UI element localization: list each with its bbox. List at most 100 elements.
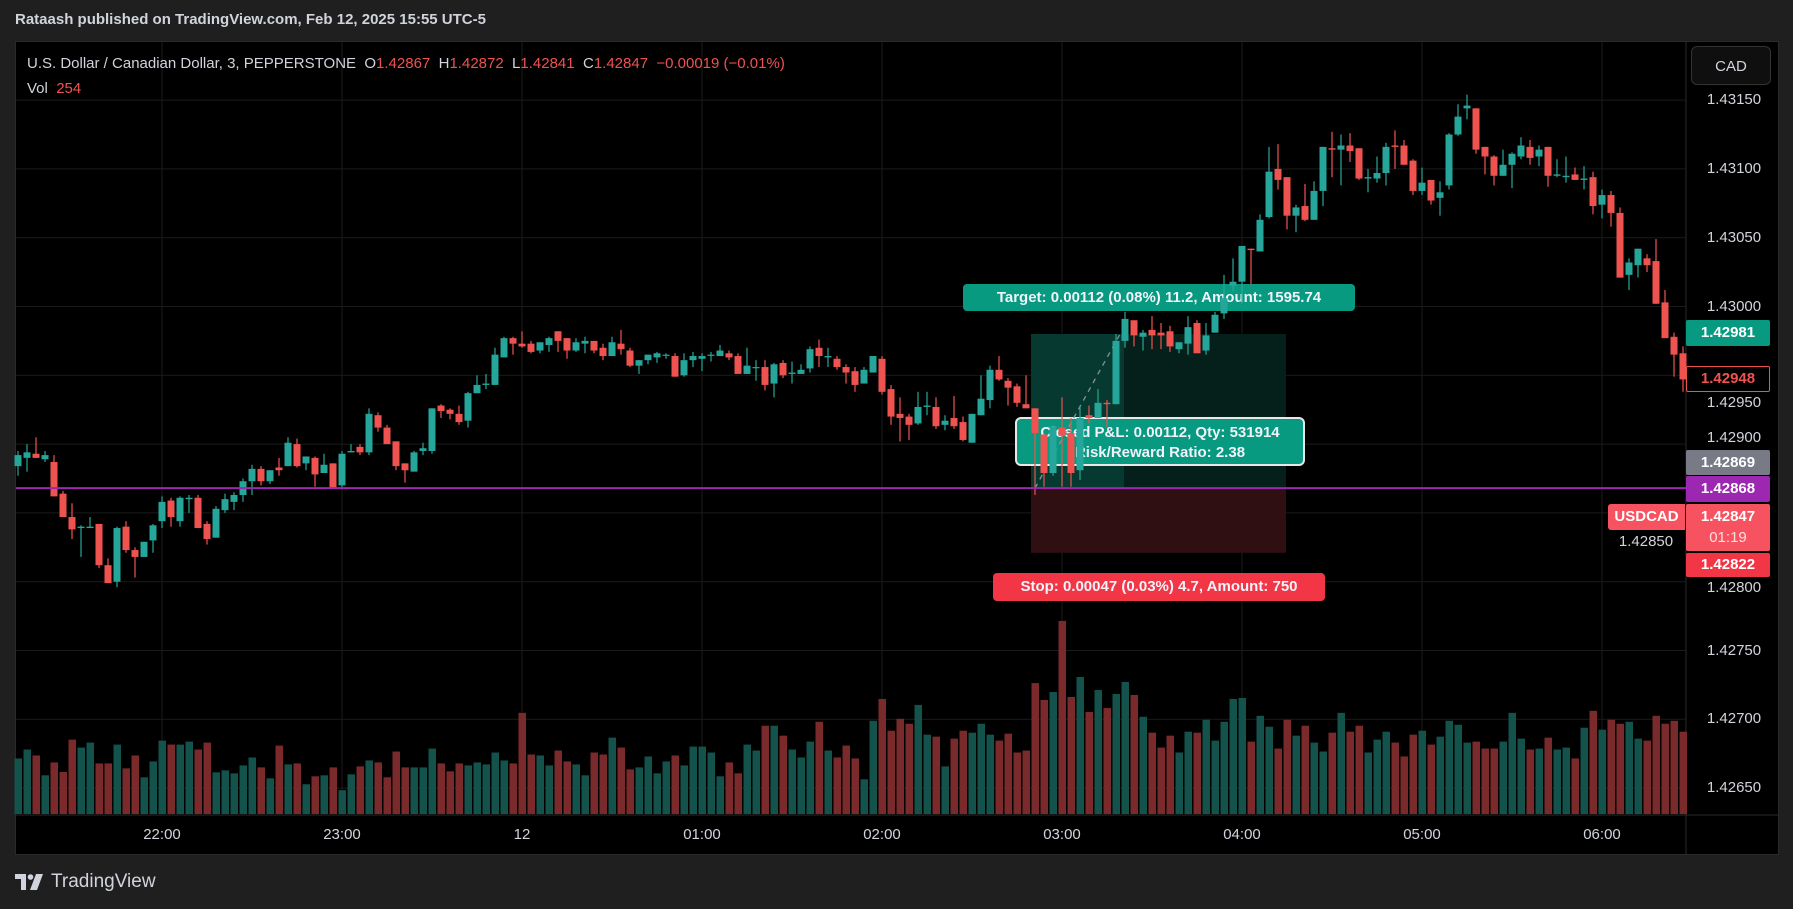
volume-bar — [905, 723, 913, 814]
volume-bar — [176, 744, 184, 814]
volume-bar — [1292, 735, 1300, 814]
volume-bar — [689, 746, 697, 814]
target-label[interactable]: Target: 0.00112 (0.08%) 11.2, Amount: 15… — [963, 284, 1355, 311]
volume-bar — [1517, 738, 1525, 814]
volume-bar — [257, 767, 265, 814]
volume-bar — [1346, 731, 1354, 814]
volume-bar — [491, 752, 499, 814]
stop-label[interactable]: Stop: 0.00047 (0.03%) 4.7, Amount: 750 — [993, 573, 1325, 601]
volume-bar — [149, 761, 157, 814]
publish-line: Rataash published on TradingView.com, Fe… — [15, 11, 486, 28]
high-label: H — [438, 55, 450, 72]
volume-bar — [1004, 733, 1012, 814]
volume-bar — [1463, 742, 1471, 814]
current-price-label: 1.42847 01:19 — [1686, 504, 1770, 551]
volume-bar — [1166, 735, 1174, 814]
volume-bar — [1040, 699, 1048, 814]
pnl-text: Closed P&L: 0.00112, Qty: 531914 — [1040, 424, 1280, 441]
volume-bar — [1031, 683, 1039, 814]
symbol-legend[interactable]: U.S. Dollar / Canadian Dollar, 3, PEPPER… — [27, 55, 785, 72]
volume-bar — [653, 773, 661, 814]
volume-bar — [509, 763, 517, 814]
volume-bar — [581, 775, 589, 814]
volume-bar — [815, 721, 823, 814]
volume-bar — [158, 740, 166, 814]
volume-bar — [1454, 724, 1462, 814]
volume-bar — [248, 757, 256, 814]
high-value: 1.42872 — [449, 55, 504, 72]
volume-bar — [1085, 712, 1093, 814]
volume-bar — [410, 767, 418, 814]
volume-bar — [1382, 731, 1390, 814]
volume-bar — [1220, 721, 1228, 814]
volume-bar — [536, 755, 544, 814]
volume-bar — [995, 740, 1003, 814]
volume-bar — [1022, 750, 1030, 814]
volume-bar — [23, 749, 31, 814]
time-tick: 03:00 — [1043, 826, 1081, 843]
volume-bar — [1265, 726, 1273, 814]
time-tick: 04:00 — [1223, 826, 1261, 843]
closed-pnl-label[interactable]: Closed P&L: 0.00112, Qty: 531914 Risk/Re… — [1015, 417, 1305, 466]
volume-bar — [1247, 741, 1255, 814]
volume-bar — [743, 744, 751, 814]
footer-brand[interactable]: TradingView — [15, 871, 156, 893]
volume-bar — [104, 763, 112, 814]
volume-bar — [1544, 737, 1552, 814]
volume-bar — [1616, 723, 1624, 814]
volume-bar — [320, 775, 328, 814]
volume-legend[interactable]: Vol 254 — [27, 80, 81, 97]
volume-bar — [761, 725, 769, 814]
volume-bar — [914, 704, 922, 814]
volume-bar — [1643, 740, 1651, 814]
price-tick: 1.42950 — [1706, 394, 1762, 411]
volume-bar — [1679, 731, 1687, 814]
volume-bar — [590, 752, 598, 814]
volume-bar — [1256, 715, 1264, 814]
volume-bar — [518, 712, 526, 814]
volume-bar — [311, 776, 319, 814]
last-close-price-label: 1.42948 — [1686, 366, 1770, 392]
open-value: 1.42867 — [376, 55, 431, 72]
volume-bar — [1508, 712, 1516, 814]
volume-bar — [32, 755, 40, 814]
volume-bar — [950, 738, 958, 814]
volume-bar — [302, 784, 310, 814]
volume-bar — [167, 744, 175, 814]
volume-bar — [1301, 725, 1309, 814]
volume-bar — [365, 760, 373, 814]
volume-bar — [833, 757, 841, 814]
volume-bar — [1139, 716, 1147, 814]
volume-bar — [1337, 712, 1345, 814]
volume-bar — [1058, 620, 1066, 814]
volume-bar — [68, 739, 76, 814]
volume-bar — [392, 751, 400, 814]
bar-countdown: 01:19 — [1709, 529, 1747, 546]
volume-bar — [221, 770, 229, 814]
volume-bar — [1391, 742, 1399, 814]
volume-bar — [572, 764, 580, 814]
volume-bar — [122, 768, 130, 814]
volume-bar — [1076, 676, 1084, 814]
price-tick: 1.42800 — [1706, 579, 1762, 596]
volume-bar — [1652, 715, 1660, 814]
volume-bar — [1625, 721, 1633, 814]
volume-bar — [1670, 720, 1678, 814]
volume-bar — [347, 774, 355, 814]
volume-bar — [1067, 696, 1075, 814]
close-value: 1.42847 — [593, 55, 649, 72]
volume-bar — [1436, 736, 1444, 814]
entry-line-price-label: 1.42868 — [1686, 476, 1770, 502]
volume-bar — [986, 734, 994, 814]
volume-bar — [887, 730, 895, 814]
volume-bar — [770, 725, 778, 814]
volume-bar — [797, 757, 805, 814]
time-tick: 05:00 — [1403, 826, 1441, 843]
volume-bar — [59, 772, 67, 814]
volume-bar — [734, 773, 742, 814]
currency-button[interactable]: CAD — [1691, 46, 1771, 85]
volume-bar — [563, 761, 571, 814]
change-value: −0.00019 (−0.01%) — [656, 55, 785, 72]
stop-price-label: 1.42822 — [1686, 553, 1770, 577]
